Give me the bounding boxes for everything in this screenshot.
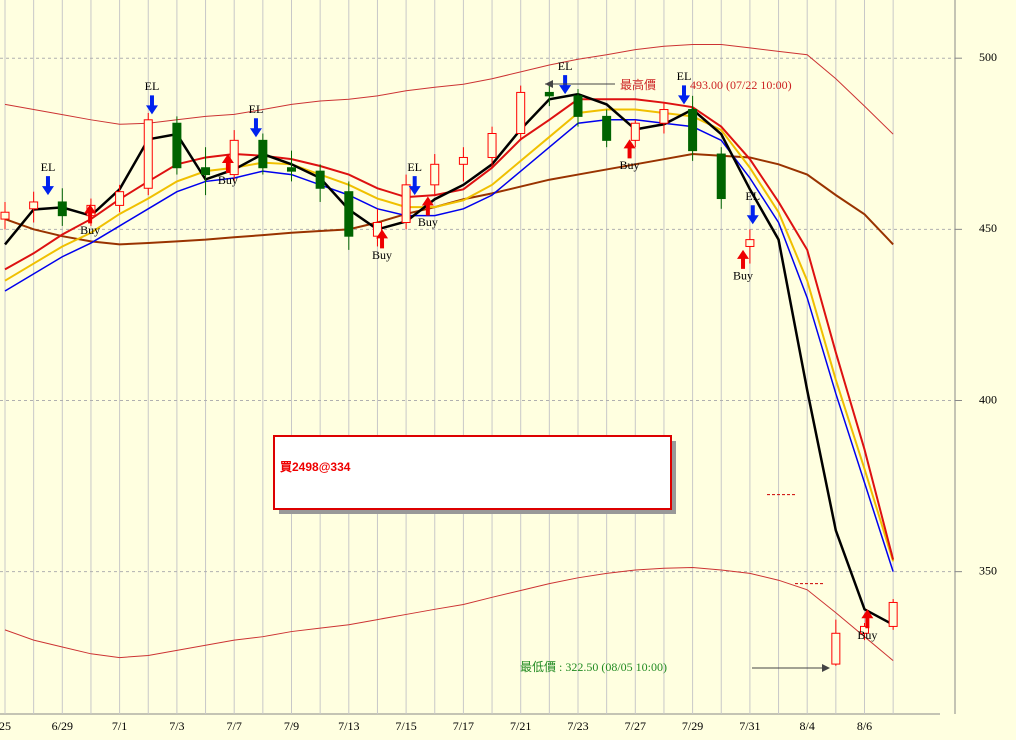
candle-body bbox=[688, 109, 698, 152]
candle-body bbox=[115, 191, 125, 206]
signals: EL EL EL EL EL EL EL Buy Buy Buy Buy Buy Buy Buy bbox=[41, 59, 878, 642]
candle-body bbox=[344, 191, 354, 237]
buy-arrow bbox=[376, 229, 389, 249]
candle-body bbox=[888, 601, 898, 627]
candle-body bbox=[458, 156, 468, 165]
candle-body bbox=[143, 119, 153, 189]
low-label: 最低價 : 322.50 (08/05 10:00) bbox=[520, 660, 667, 674]
buy-label: Buy bbox=[857, 628, 877, 642]
buy-arrow bbox=[737, 249, 750, 269]
candle-body bbox=[29, 201, 39, 210]
candle-body bbox=[430, 163, 440, 186]
low-arrow-head bbox=[822, 664, 830, 672]
buy-arrow bbox=[84, 204, 97, 224]
y-tick-label: 500 bbox=[979, 50, 997, 64]
buy-arrow bbox=[421, 196, 434, 216]
buy-label: Buy bbox=[733, 269, 753, 283]
candle-body bbox=[487, 133, 497, 158]
buy-label: Buy bbox=[80, 223, 100, 237]
high-label: 最高價 bbox=[620, 77, 656, 92]
x-tick-label: 7/9 bbox=[284, 719, 299, 733]
candle-body bbox=[201, 167, 211, 176]
sell-arrow bbox=[249, 118, 262, 138]
note-text: 買2498@334 bbox=[280, 460, 351, 474]
sell-arrow bbox=[145, 95, 158, 115]
x-tick-label: 7/13 bbox=[338, 719, 359, 733]
buy-arrow bbox=[221, 154, 234, 174]
x-tick-label: 25 bbox=[0, 719, 11, 733]
axis-area bbox=[940, 0, 1016, 740]
sell-arrow bbox=[746, 205, 759, 225]
y-tick-label: 450 bbox=[979, 221, 997, 235]
sell-label: EL bbox=[41, 160, 56, 174]
candle-body bbox=[544, 91, 554, 97]
y-tick-label: 400 bbox=[979, 392, 997, 406]
sell-arrow bbox=[559, 75, 572, 95]
sell-label: EL bbox=[745, 189, 760, 203]
high-value: 493.00 (07/22 10:00) bbox=[690, 78, 792, 92]
sell-label: EL bbox=[677, 69, 692, 83]
candle-body bbox=[57, 201, 67, 217]
sell-arrow bbox=[408, 176, 421, 196]
candle-body bbox=[0, 211, 10, 220]
sell-label: EL bbox=[558, 59, 573, 73]
x-tick-label: 8/4 bbox=[800, 719, 815, 733]
line-series bbox=[4, 92, 894, 626]
x-tick-label: 7/27 bbox=[625, 719, 646, 733]
candle-body bbox=[258, 139, 268, 169]
x-tick-label: 8/6 bbox=[857, 719, 872, 733]
candle-body bbox=[659, 109, 669, 124]
buy-label: Buy bbox=[372, 248, 392, 262]
candle-body bbox=[716, 153, 726, 200]
line-series bbox=[4, 119, 894, 572]
candle-body bbox=[630, 122, 640, 141]
x-tick-label: 7/15 bbox=[395, 719, 416, 733]
candle-body bbox=[172, 122, 182, 169]
sell-label: EL bbox=[407, 160, 422, 174]
plot-area bbox=[0, 0, 940, 714]
line-series bbox=[4, 108, 895, 562]
x-tick-label: 7/17 bbox=[453, 719, 474, 733]
candle-body bbox=[516, 91, 526, 135]
buy-arrow bbox=[861, 609, 874, 629]
x-tick-label: 7/21 bbox=[510, 719, 531, 733]
buy-label: Buy bbox=[218, 173, 238, 187]
line-series bbox=[4, 567, 894, 662]
x-tick-label: 7/31 bbox=[739, 719, 760, 733]
candle-body bbox=[860, 625, 869, 634]
x-tick-label: 7/29 bbox=[682, 719, 703, 733]
candle-body bbox=[315, 170, 325, 189]
note-box bbox=[273, 435, 672, 510]
y-tick-label: 350 bbox=[979, 563, 997, 577]
candle-body bbox=[831, 632, 841, 665]
candle-body bbox=[401, 184, 411, 224]
x-axis-area bbox=[0, 714, 940, 740]
x-tick-label: 7/3 bbox=[169, 719, 184, 733]
x-tick-label: 6/29 bbox=[52, 719, 73, 733]
high-arrow-head bbox=[545, 80, 553, 88]
sell-label: EL bbox=[249, 102, 264, 116]
sell-arrow bbox=[41, 176, 54, 196]
lines bbox=[4, 44, 895, 662]
candle-body bbox=[287, 167, 296, 172]
buy-arrow bbox=[623, 139, 636, 159]
x-tick-label: 7/23 bbox=[567, 719, 588, 733]
candle-body bbox=[229, 139, 239, 176]
sell-label: EL bbox=[145, 79, 160, 93]
candle-body bbox=[372, 222, 382, 237]
candle-body bbox=[602, 115, 612, 141]
buy-label: Buy bbox=[418, 215, 438, 229]
x-tick-label: 7/7 bbox=[227, 719, 242, 733]
line-series bbox=[4, 44, 894, 135]
candles bbox=[0, 82, 898, 666]
x-tick-label: 7/1 bbox=[112, 719, 127, 733]
buy-label: Buy bbox=[620, 158, 640, 172]
candle-body bbox=[745, 239, 755, 247]
sell-arrow bbox=[678, 85, 691, 105]
candle-body bbox=[573, 95, 583, 117]
